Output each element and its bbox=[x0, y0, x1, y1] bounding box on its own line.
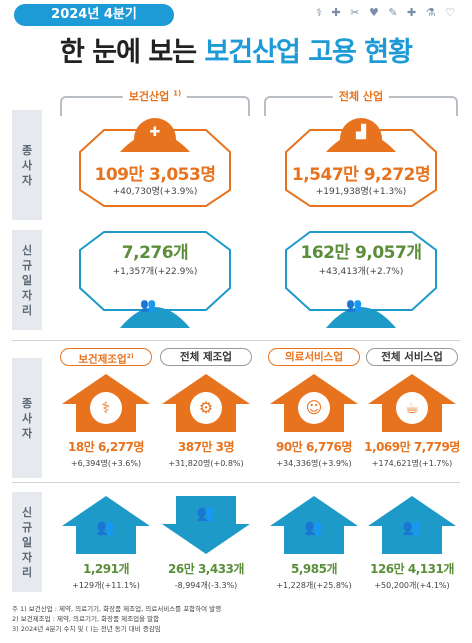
footnotes: 주 1) 보건산업 : 제약, 의료기기, 화장품 제조업, 의료서비스를 포함… bbox=[12, 604, 221, 634]
divider bbox=[12, 482, 460, 483]
mini-head-all-service: 전체 서비스업 bbox=[366, 348, 458, 366]
employees-value-3: 1,069만 7,779명 bbox=[364, 440, 460, 454]
first-aid-kit-icon: ✚ bbox=[134, 118, 176, 146]
footnote-3: 3) 2024년 4분기 수치 및 ( )는 전년 동기 대비 증감임 bbox=[12, 625, 161, 633]
mini-head-medical-service: 의료서비스업 bbox=[268, 348, 360, 366]
mini-head-all-manufacturing: 전체 제조업 bbox=[160, 348, 252, 366]
all-employees-card: ▟ 1,547만 9,272명 +191,938명(+1.3%) bbox=[266, 112, 456, 210]
decorative-icons: ⚕ ✚ ✂ ♥ ✎ ✚ ⚗ ♡ bbox=[316, 6, 458, 19]
all-label: 전체 산업 bbox=[332, 88, 390, 104]
health-jobs-value: 7,276개 bbox=[121, 243, 189, 263]
health-jobs-card: 7,276개 +1,357개(+22.9%) 👥 bbox=[60, 228, 250, 328]
row-label-jobs-bottom: 신 규 일 자 리 bbox=[12, 492, 42, 592]
health-employees-change: +40,730명(+3.9%) bbox=[112, 187, 198, 197]
divider bbox=[12, 340, 460, 341]
employees-change-0: +6,394명(+3.6%) bbox=[70, 459, 142, 468]
row-label-jobs-top: 신 규 일 자 리 bbox=[12, 230, 42, 330]
people-icon: 👥 bbox=[196, 504, 216, 522]
health-employees-value: 109만 3,053명 bbox=[94, 165, 216, 185]
employees-house-0: ⚕ bbox=[60, 372, 152, 434]
health-label: 보건산업 bbox=[128, 90, 170, 103]
jobs-house-2: 👥 bbox=[268, 494, 360, 556]
all-jobs-change: +43,413개(+2.7%) bbox=[318, 267, 404, 277]
health-jobs-change: +1,357개(+22.9%) bbox=[112, 267, 198, 277]
jobs-change-0: +129개(+11.1%) bbox=[72, 581, 140, 590]
jobs-change-2: +1,228개(+25.8%) bbox=[276, 581, 352, 590]
people-icon: 👥 bbox=[304, 518, 324, 536]
health-employees-card: ✚ 109만 3,053명 +40,730명(+3.9%) bbox=[60, 112, 250, 210]
employees-house-2: ☺ bbox=[268, 372, 360, 434]
factory-icon: ▟ bbox=[340, 118, 382, 146]
jobs-house-3: 👥 bbox=[366, 494, 458, 556]
employees-change-1: +31,820명(+0.8%) bbox=[168, 459, 244, 468]
hex-shape bbox=[285, 231, 437, 328]
medical-devices-icon: ⚕ bbox=[90, 392, 122, 424]
all-section-head: 전체 산업 bbox=[264, 88, 458, 116]
footnote-1: 주 1) 보건산업 : 제약, 의료기기, 화장품 제조업, 의료서비스를 포함… bbox=[12, 605, 222, 613]
employees-value-2: 90만 6,776명 bbox=[276, 440, 352, 454]
jobs-house-0: 👥 bbox=[60, 494, 152, 556]
period-badge: 2024년 4분기 bbox=[14, 4, 174, 26]
employees-change-2: +34,336명(+3.9%) bbox=[276, 459, 352, 468]
doctor-icon: ☺ bbox=[298, 392, 330, 424]
people-icon: 👥 bbox=[96, 518, 116, 536]
employees-change-3: +174,621명(+1.7%) bbox=[371, 459, 453, 468]
employees-value-1: 387만 3명 bbox=[177, 440, 235, 454]
all-employees-change: +191,938명(+1.3%) bbox=[315, 187, 407, 197]
page-title: 한 눈에 보는 보건산업 고용 현황 bbox=[0, 30, 472, 69]
all-employees-value: 1,547만 9,272명 bbox=[291, 165, 431, 185]
people-icon: 👥 bbox=[346, 298, 363, 313]
all-jobs-card: 162만 9,057개 +43,413개(+2.7%) 👥 bbox=[266, 228, 456, 328]
jobs-house-1: 👥 bbox=[160, 494, 252, 556]
mini-head-health-manufacturing: 보건제조업2) bbox=[60, 348, 152, 366]
jobs-value-3: 126만 4,131개 bbox=[370, 562, 454, 576]
employees-value-0: 18만 6,277명 bbox=[68, 440, 144, 454]
employees-house-3: ☕ bbox=[366, 372, 458, 434]
jobs-change-1: -8,994개(-3.3%) bbox=[174, 581, 238, 590]
health-label-wrap: 보건산업 1) bbox=[122, 88, 188, 104]
health-note-mark: 1) bbox=[173, 89, 182, 98]
service-people-icon: ☕ bbox=[396, 392, 428, 424]
title-black: 한 눈에 보는 bbox=[60, 37, 197, 68]
health-section-head: 보건산업 1) bbox=[60, 88, 250, 116]
people-icon: 👥 bbox=[140, 298, 157, 313]
footnote-2: 2) 보건제조업 : 제약, 의료기기, 화장품 제조업을 말함 bbox=[12, 615, 160, 623]
jobs-change-3: +50,200개(+4.1%) bbox=[374, 581, 450, 590]
row-label-employees-bottom: 종 사 자 bbox=[12, 358, 42, 478]
factory-machine-icon: ⚙ bbox=[190, 392, 222, 424]
row-label-employees-top: 종 사 자 bbox=[12, 110, 42, 220]
people-icon: 👥 bbox=[402, 518, 422, 536]
all-jobs-value: 162만 9,057개 bbox=[300, 243, 422, 263]
jobs-value-2: 5,985개 bbox=[291, 562, 338, 576]
title-blue: 보건산업 고용 현황 bbox=[204, 37, 413, 68]
employees-house-1: ⚙ bbox=[160, 372, 252, 434]
hex-shape bbox=[79, 231, 231, 328]
jobs-value-1: 26만 3,433개 bbox=[168, 562, 244, 576]
jobs-value-0: 1,291개 bbox=[83, 562, 130, 576]
